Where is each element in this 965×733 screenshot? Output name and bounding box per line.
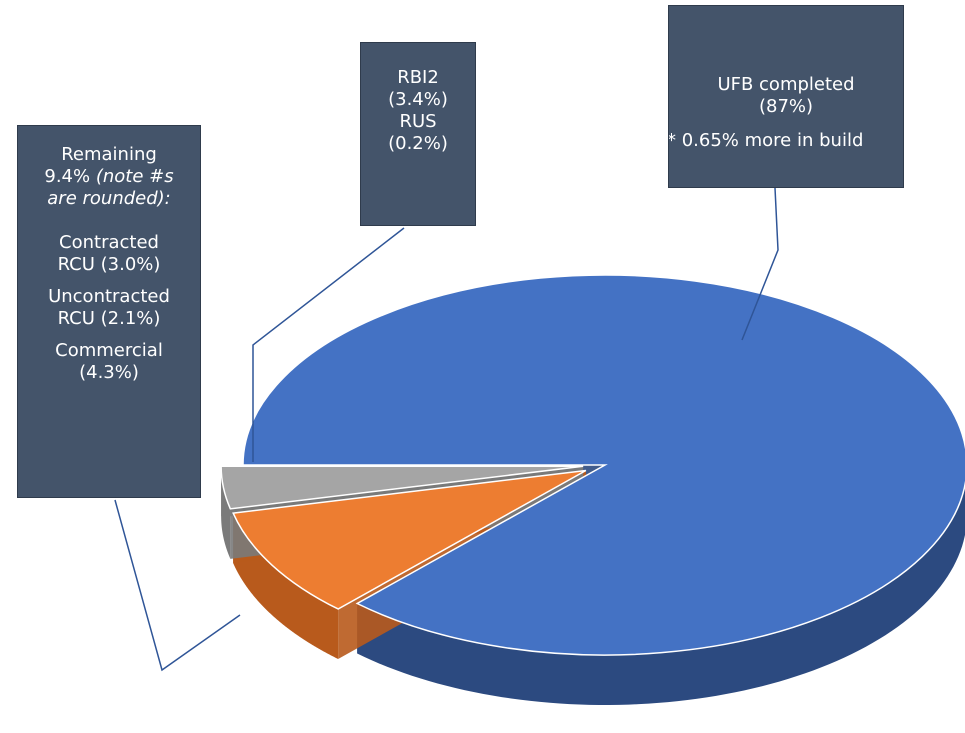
label: RUS [399,111,437,132]
slice [220,465,584,510]
slice-side [357,484,965,705]
label: Contracted RCU [57,232,159,275]
label: Commercial [55,340,163,361]
note: * 0.65% more in build [668,130,864,151]
callout-remaining: Remaining 9.4% (note #s are rounded): Co… [17,125,201,498]
label-line: Uncontracted RCU (2.1%) [26,286,192,330]
value-label: 9.4% [44,166,91,187]
label: 9.4% (note #s are rounded): [26,166,192,210]
label: UFB completed [717,74,855,95]
value-label: (3.4%) [388,89,448,110]
value-label: (3.0%) [100,254,161,275]
slice-side [233,513,339,659]
label-line: Contracted RCU (3.0%) [26,232,192,276]
callout-line [741,187,779,341]
note: (note #s are rounded): [47,166,174,209]
callout-ufb: UFB completed (87%) * 0.65% more in buil… [668,5,904,188]
label: Remaining [61,144,157,165]
label: Uncontracted RCU [48,286,170,329]
label: RBI2 [397,67,439,88]
callout-line [252,227,405,462]
callout-rbi2: RBI2 (3.4%) RUS (0.2%) [360,42,476,226]
slice [242,274,965,656]
value-label: (0.2%) [388,133,448,154]
pie [220,274,965,705]
slice [232,469,587,610]
value-label: (4.3%) [79,362,139,383]
value-label: (87%) [758,96,814,117]
value-label: (2.1%) [100,308,161,329]
callout-line [114,499,241,672]
